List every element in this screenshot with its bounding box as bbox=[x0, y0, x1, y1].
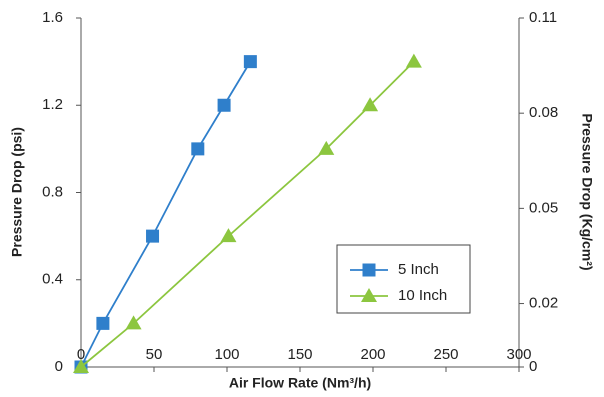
series-line bbox=[80, 61, 252, 368]
legend-marker bbox=[362, 263, 376, 277]
series-line bbox=[80, 60, 415, 368]
x-tick-label: 250 bbox=[433, 346, 458, 363]
legend-box bbox=[336, 244, 471, 314]
y2-tick-label: 0 bbox=[529, 358, 537, 375]
x-tick-label: 100 bbox=[214, 346, 239, 363]
y-tick-label: 0 bbox=[55, 358, 63, 375]
legend-label: 5 Inch bbox=[398, 261, 439, 278]
y2-tick-label: 0.11 bbox=[529, 9, 557, 26]
marker bbox=[405, 53, 422, 68]
marker bbox=[217, 98, 231, 112]
x-tick-label: 300 bbox=[506, 346, 531, 363]
y-axis-title: Pressure Drop (psi) bbox=[9, 127, 25, 257]
y2-tick-label: 0.05 bbox=[529, 199, 558, 216]
marker bbox=[96, 316, 110, 330]
y-tick-label: 1.6 bbox=[42, 9, 63, 26]
y2-axis-title: Pressure Drop (Kg/cm²) bbox=[579, 113, 595, 270]
y-tick-label: 0.8 bbox=[42, 183, 63, 200]
x-tick-label: 50 bbox=[146, 346, 163, 363]
y-tick-label: 1.2 bbox=[42, 96, 63, 113]
marker bbox=[146, 229, 160, 243]
x-tick-label: 200 bbox=[360, 346, 385, 363]
marker bbox=[191, 142, 205, 156]
y2-tick-label: 0.08 bbox=[529, 104, 558, 121]
marker bbox=[243, 55, 257, 69]
marker bbox=[318, 140, 335, 155]
marker bbox=[362, 97, 379, 112]
y2-tick-label: 0.02 bbox=[529, 295, 558, 312]
x-axis-title: Air Flow Rate (Nm³/h) bbox=[229, 375, 371, 391]
x-tick-label: 150 bbox=[287, 346, 312, 363]
marker bbox=[220, 228, 237, 243]
x-tick-label: 0 bbox=[77, 346, 85, 363]
y-tick-label: 0.4 bbox=[42, 271, 63, 288]
marker bbox=[125, 315, 142, 330]
legend-marker bbox=[361, 288, 377, 302]
legend-label: 10 Inch bbox=[398, 287, 447, 304]
marker bbox=[73, 359, 89, 373]
